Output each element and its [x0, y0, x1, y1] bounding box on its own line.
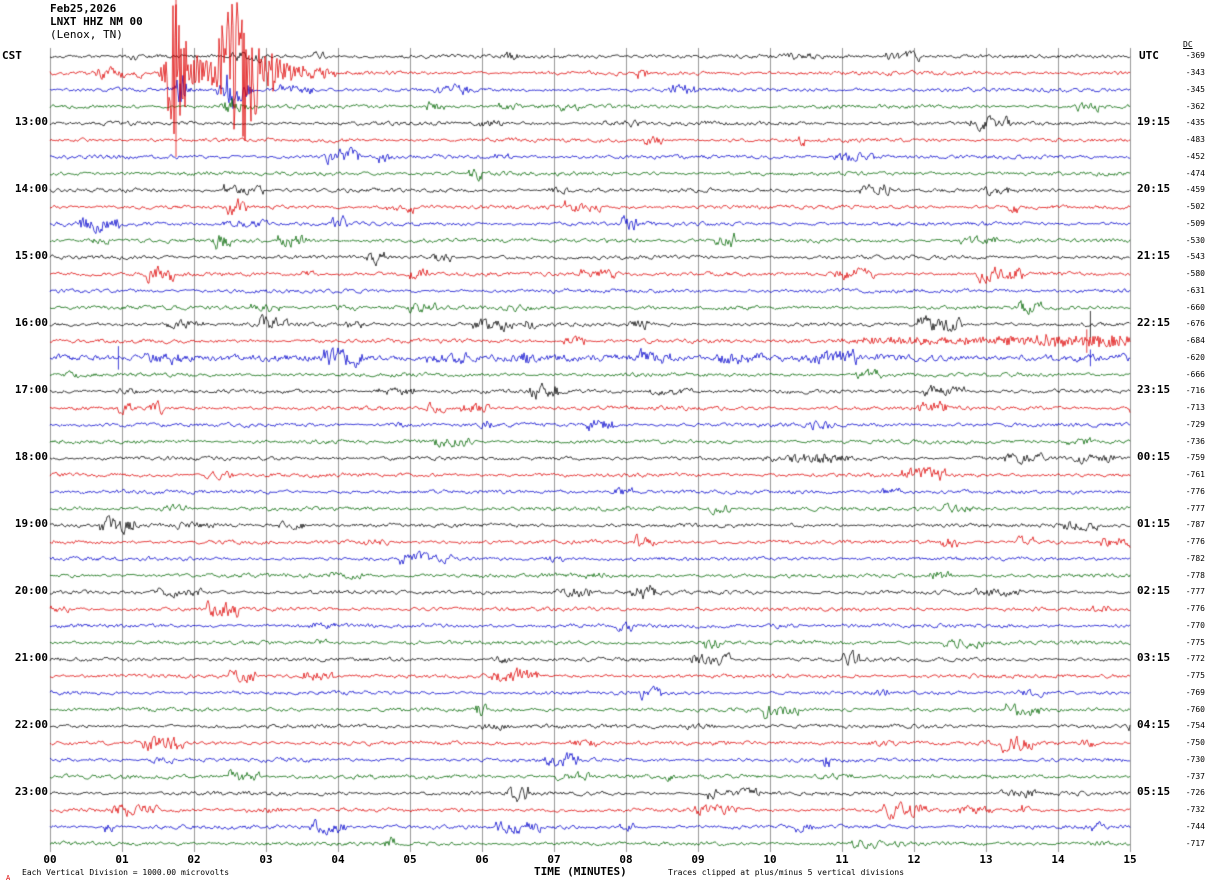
title-location: (Lenox, TN): [50, 28, 123, 41]
dc-offset-value: -772: [1185, 654, 1205, 664]
dc-offset-value: -776: [1185, 604, 1205, 614]
x-tick-label: 01: [115, 853, 129, 866]
hour-label-cst: 17:00: [14, 383, 48, 397]
dc-offset-value: -345: [1185, 84, 1205, 94]
hour-label-cst: 16:00: [14, 316, 48, 330]
dc-offset-value: -775: [1185, 637, 1205, 647]
dc-offset-value: -770: [1185, 620, 1205, 630]
hour-label-cst: 23:00: [14, 785, 48, 799]
dc-offset-value: -736: [1185, 436, 1205, 446]
dc-offset-value: -778: [1185, 570, 1205, 580]
dc-offset-value: -474: [1185, 168, 1205, 178]
dc-offset-value: -761: [1185, 470, 1205, 480]
hour-label-utc: 23:15: [1137, 383, 1171, 397]
dc-offset-value: -769: [1185, 687, 1205, 697]
footer-marker: A: [6, 874, 11, 882]
x-tick-label: 07: [547, 853, 561, 866]
hour-label-utc: 04:15: [1137, 718, 1171, 732]
dc-offset-value: -435: [1185, 118, 1205, 128]
dc-offset-value: -782: [1185, 553, 1205, 563]
hour-label-utc: 02:15: [1137, 584, 1171, 598]
dc-offset-value: -750: [1185, 738, 1205, 748]
hour-label-cst: 14:00: [14, 182, 48, 196]
dc-offset-value: -509: [1185, 218, 1205, 228]
title-station: LNXT HHZ NM 00: [50, 15, 143, 28]
hour-label-cst: 18:00: [14, 450, 48, 464]
x-tick-label: 14: [1051, 853, 1065, 866]
scale-note: Each Vertical Division = 1000.00 microvo…: [22, 868, 230, 877]
dc-offset-value: -760: [1185, 704, 1205, 714]
hour-label-cst: 22:00: [14, 718, 48, 732]
hour-label-cst: 21:00: [14, 651, 48, 665]
x-tick-label: 10: [763, 853, 777, 866]
title-date: Feb25,2026: [50, 2, 117, 15]
dc-offset-value: -717: [1185, 838, 1205, 848]
hour-label-utc: 19:15: [1137, 115, 1171, 129]
x-axis-title: TIME (MINUTES): [534, 865, 627, 878]
dc-offset-value: -483: [1185, 135, 1205, 145]
hour-label-cst: 13:00: [14, 115, 48, 129]
x-tick-label: 00: [43, 853, 57, 866]
dc-offset-value: -684: [1185, 336, 1205, 346]
dc-offset-value: -730: [1185, 754, 1205, 764]
dc-offset-value: -459: [1185, 185, 1205, 195]
dc-offset-value: -452: [1185, 151, 1205, 161]
dc-offset-value: -777: [1185, 587, 1205, 597]
dc-offset-value: -729: [1185, 419, 1205, 429]
dc-offset-value: -759: [1185, 453, 1205, 463]
dc-column-header: DC: [1183, 40, 1193, 49]
hour-label-cst: 20:00: [14, 584, 48, 598]
clip-note: Traces clipped at plus/minus 5 vertical …: [668, 868, 905, 877]
dc-offset-value: -631: [1185, 285, 1205, 295]
hour-label-utc: 20:15: [1137, 182, 1171, 196]
dc-offset-value: -716: [1185, 386, 1205, 396]
dc-offset-value: -776: [1185, 537, 1205, 547]
dc-offset-value: -666: [1185, 369, 1205, 379]
right-timezone-header: UTC: [1139, 49, 1159, 62]
x-tick-label: 11: [835, 853, 849, 866]
dc-offset-value: -369: [1185, 51, 1205, 61]
x-tick-label: 02: [187, 853, 201, 866]
dc-offset-value: -777: [1185, 503, 1205, 513]
x-tick-label: 05: [403, 853, 417, 866]
dc-offset-value: -543: [1185, 252, 1205, 262]
dc-offset-value: -776: [1185, 486, 1205, 496]
dc-offset-value: -726: [1185, 788, 1205, 798]
x-tick-label: 06: [475, 853, 489, 866]
hour-label-utc: 21:15: [1137, 249, 1171, 263]
x-tick-label: 12: [907, 853, 921, 866]
dc-offset-value: -775: [1185, 671, 1205, 681]
dc-offset-value: -676: [1185, 319, 1205, 329]
hour-label-cst: 15:00: [14, 249, 48, 263]
x-tick-label: 08: [619, 853, 633, 866]
hour-label-utc: 00:15: [1137, 450, 1171, 464]
dc-offset-value: -754: [1185, 721, 1205, 731]
hour-label-utc: 22:15: [1137, 316, 1171, 330]
dc-offset-value: -502: [1185, 202, 1205, 212]
dc-offset-value: -787: [1185, 520, 1205, 530]
left-timezone-header: CST: [2, 49, 22, 62]
x-tick-label: 03: [259, 853, 273, 866]
dc-offset-value: -580: [1185, 269, 1205, 279]
dc-offset-value: -620: [1185, 352, 1205, 362]
dc-offset-value: -343: [1185, 68, 1205, 78]
x-tick-label: 15: [1123, 853, 1137, 866]
dc-offset-value: -660: [1185, 302, 1205, 312]
hour-label-utc: 05:15: [1137, 785, 1171, 799]
dc-offset-value: -732: [1185, 805, 1205, 815]
x-tick-label: 04: [331, 853, 345, 866]
dc-offset-value: -362: [1185, 101, 1205, 111]
dc-offset-value: -737: [1185, 771, 1205, 781]
x-tick-label: 09: [691, 853, 705, 866]
hour-label-cst: 19:00: [14, 517, 48, 531]
dc-offset-value: -744: [1185, 821, 1205, 831]
hour-label-utc: 01:15: [1137, 517, 1171, 531]
dc-offset-value: -530: [1185, 235, 1205, 245]
dc-offset-value: -713: [1185, 403, 1205, 413]
hour-label-utc: 03:15: [1137, 651, 1171, 665]
x-tick-label: 13: [979, 853, 993, 866]
